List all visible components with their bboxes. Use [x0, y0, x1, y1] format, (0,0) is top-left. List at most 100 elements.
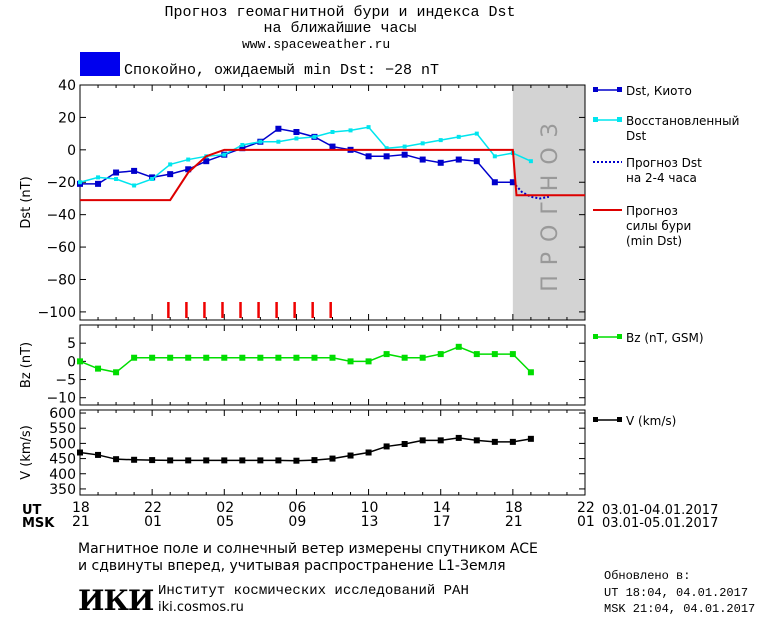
- y-tick-label: 350: [49, 482, 76, 498]
- ut-date-range: 03.01-04.01.2017: [602, 503, 719, 518]
- data-point: [383, 443, 390, 450]
- data-point: [438, 138, 443, 143]
- updated-label: Обновлено в:: [604, 569, 691, 583]
- msk-tick-label: 21: [72, 514, 90, 530]
- data-point: [384, 146, 389, 151]
- y-tick-label: 450: [49, 452, 76, 468]
- data-point: [239, 145, 246, 152]
- updated-ut: UT 18:04, 04.01.2017: [604, 586, 749, 600]
- data-point: [222, 152, 227, 157]
- ut-tick-label: 06: [288, 500, 307, 516]
- data-point: [420, 141, 425, 146]
- series-line: [79, 126, 532, 187]
- legend-label: (min Dst): [626, 234, 682, 248]
- ut-tick-label: 02: [216, 500, 235, 516]
- legend-dst_kyoto-marker: [617, 87, 622, 92]
- data-point: [257, 457, 264, 464]
- data-point: [275, 457, 282, 464]
- data-point: [275, 125, 282, 132]
- data-point: [78, 180, 82, 185]
- data-point: [365, 153, 372, 160]
- y-tick-label: 500: [49, 436, 76, 452]
- y-tick-label: 600: [49, 406, 76, 422]
- bz-y-axis: 5 0 −5 −10: [46, 325, 586, 407]
- data-point: [491, 351, 498, 358]
- v-plot-frame: [79, 409, 586, 496]
- bz-plot-frame: [79, 324, 586, 406]
- footer-note-line2: и сдвинуты вперед, учитывая распростране…: [78, 558, 506, 574]
- data-point: [473, 351, 480, 358]
- data-point: [167, 457, 174, 464]
- y-tick-label: −60: [46, 240, 76, 256]
- data-point: [185, 354, 192, 361]
- data-point: [186, 157, 191, 162]
- msk-tick-label: 05: [216, 514, 235, 530]
- dst-series: [77, 125, 585, 202]
- data-point: [185, 457, 192, 464]
- data-point: [455, 343, 462, 350]
- site-link[interactable]: www.spaceweather.ru: [242, 37, 391, 52]
- data-point: [293, 354, 300, 361]
- data-point: [95, 365, 102, 372]
- bz-y-label: Bz (nT): [19, 342, 34, 388]
- data-point: [294, 136, 299, 141]
- data-point: [114, 177, 119, 181]
- series-line: [79, 346, 532, 374]
- legend-bz-marker: [617, 334, 622, 339]
- y-tick-label: −100: [38, 305, 76, 321]
- series-line-storm: [80, 148, 585, 202]
- legend-label: Восстановленный: [626, 114, 739, 128]
- data-point: [329, 354, 336, 361]
- data-point: [365, 358, 372, 365]
- data-point: [365, 449, 372, 456]
- y-tick-label: −40: [46, 208, 76, 224]
- data-point: [455, 434, 462, 441]
- data-point: [311, 457, 318, 464]
- legend-v-marker: [617, 417, 622, 422]
- data-point: [419, 156, 426, 163]
- data-point: [96, 175, 101, 180]
- data-point: [527, 369, 534, 376]
- bz-panel: 5 0 −5 −10 Bz (nT): [19, 324, 586, 407]
- msk-label: MSK: [22, 516, 55, 531]
- data-point: [491, 438, 498, 445]
- data-point: [95, 180, 102, 187]
- msk-tick-label: 21: [504, 514, 523, 530]
- data-point: [95, 451, 102, 458]
- data-point: [419, 354, 426, 361]
- data-point: [456, 134, 461, 139]
- data-point: [168, 162, 173, 167]
- updated-msk: MSK 21:04, 04.01.2017: [604, 602, 756, 616]
- status-indicator: [80, 52, 120, 76]
- ut-tick-label: 18: [504, 500, 523, 516]
- data-point: [473, 437, 480, 444]
- data-point: [527, 435, 534, 442]
- data-point: [473, 158, 480, 165]
- data-point: [383, 153, 390, 160]
- series-line: [79, 437, 532, 462]
- institute-site[interactable]: iki.cosmos.ru: [158, 600, 244, 615]
- data-point: [401, 151, 408, 158]
- data-point: [258, 139, 263, 144]
- data-point: [257, 354, 264, 361]
- y-tick-label: 20: [58, 110, 76, 126]
- ut-tick-label: 14: [432, 500, 451, 516]
- data-point: [149, 354, 156, 361]
- legend-label: Bz (nT, GSM): [626, 331, 704, 345]
- legend-dst_reconstructed-marker: [617, 117, 622, 122]
- ut-tick-label: 22: [144, 500, 162, 516]
- data-point: [437, 159, 444, 166]
- y-tick-label: 0: [67, 354, 76, 370]
- legend-label: Dst, Киото: [626, 84, 692, 98]
- v-series: [77, 434, 534, 464]
- data-point: [77, 358, 83, 365]
- y-tick-label: 400: [49, 467, 76, 483]
- data-point: [455, 156, 462, 163]
- data-point: [149, 457, 156, 464]
- data-point: [113, 456, 120, 463]
- data-point: [203, 354, 210, 361]
- y-tick-label: 40: [58, 78, 76, 94]
